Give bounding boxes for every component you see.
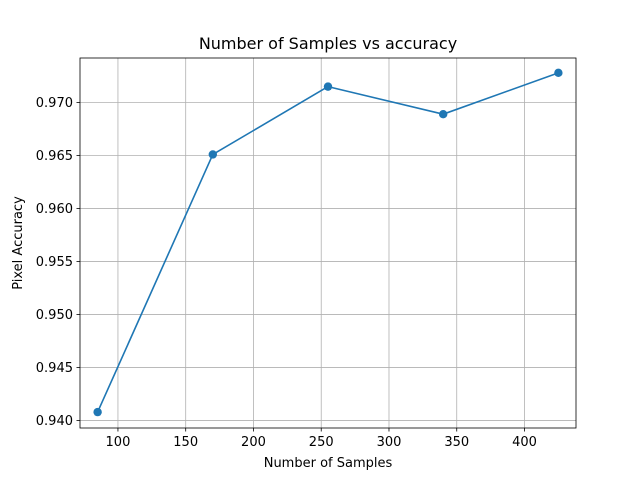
chart-title: Number of Samples vs accuracy: [199, 34, 457, 53]
x-axis-label: Number of Samples: [264, 456, 393, 471]
y-tick-label: 0.955: [36, 255, 73, 270]
x-tick-label: 300: [377, 435, 402, 450]
y-tick-label: 0.960: [36, 202, 73, 217]
data-point: [554, 68, 563, 78]
data-point: [438, 109, 448, 119]
x-tick-label: 200: [241, 435, 266, 450]
x-tick-label: 400: [512, 435, 537, 450]
x-tick-label: 350: [444, 435, 469, 450]
data-point: [93, 407, 102, 417]
grid-lines: [80, 58, 576, 428]
axis-ticks: 100 150 200 250 300 350 400 0.940 0.945 0.950 0.95…: [36, 96, 537, 450]
y-tick-label: 0.940: [36, 414, 73, 429]
plot-background: [80, 58, 576, 428]
x-tick-label: 100: [106, 435, 131, 450]
x-tick-label: 150: [173, 435, 198, 450]
data-point: [208, 150, 218, 159]
y-tick-label: 0.970: [36, 96, 73, 111]
plot-frame: [79, 57, 577, 429]
y-axis-label: Pixel Accuracy: [11, 196, 26, 290]
y-tick-label: 0.945: [36, 361, 73, 376]
y-tick-label: 0.950: [36, 308, 73, 323]
y-tick-label: 0.965: [36, 149, 73, 164]
x-tick-label: 250: [309, 435, 334, 450]
data-point: [323, 82, 333, 91]
data-series: [93, 68, 563, 417]
